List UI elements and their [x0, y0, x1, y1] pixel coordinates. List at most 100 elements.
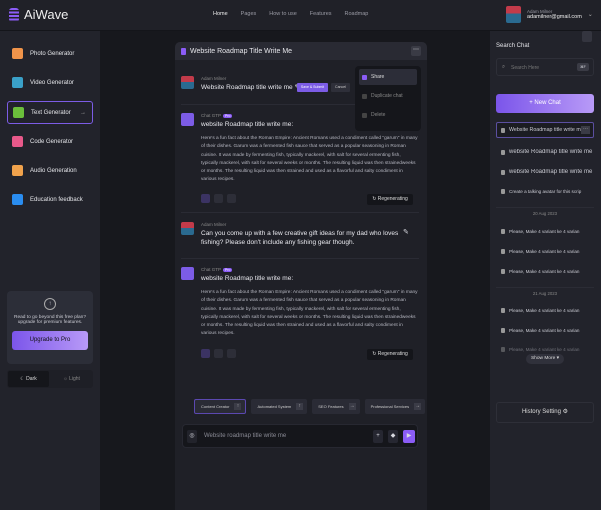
tool-text-generator[interactable]: Text Generator → [7, 101, 93, 124]
history-item-active[interactable]: Website Roadmap title write me ⋯ [496, 122, 594, 138]
text-icon [13, 107, 24, 118]
reply-actions [201, 349, 236, 358]
menu-delete[interactable]: Delete [359, 107, 417, 123]
copy-icon[interactable] [227, 194, 236, 203]
user-menu[interactable]: Adam Milner adamilner@gmail.com ⌄ [506, 6, 593, 23]
menu-share[interactable]: Share [359, 69, 417, 85]
theme-toggle: ☾ Dark ☼ Light [7, 370, 93, 388]
history-item[interactable]: Please, Make 4 variant ke 4 varian [496, 328, 594, 333]
upgrade-button[interactable]: Upgrade to Pro [12, 331, 88, 350]
save-submit-button[interactable]: Save & Submit [297, 83, 328, 92]
suggestion-chips: Content Creator ↑ Automated System ↑ SEO F… [194, 399, 426, 414]
upgrade-text: Read to go beyond this free plan? upgrad… [13, 315, 86, 325]
chat-input[interactable]: Website roadmap title write me [204, 433, 287, 439]
idea-icon[interactable] [214, 194, 223, 203]
chevron-down-icon: ⌄ [587, 12, 593, 18]
pro-badge: Pro [223, 268, 233, 272]
history-item[interactable]: Please, Make 4 variant ke 4 varian [496, 229, 594, 234]
history-item[interactable]: Please, Make 4 variant ke 4 varian [496, 269, 594, 274]
chip-content-creator[interactable]: Content Creator ↑ [194, 399, 247, 414]
history-item[interactable]: website Roadmap title write me [496, 169, 594, 175]
pro-badge: Pro [223, 114, 233, 118]
arrow-up-icon: ↑ [234, 403, 242, 410]
divider [181, 104, 419, 105]
upgrade-card: ↑ Read to go beyond this free plan? upgr… [7, 291, 93, 364]
history-item[interactable]: website Roadmap title write me [496, 149, 594, 155]
send-button[interactable]: ▶ [403, 430, 415, 443]
reply-body: Here's a fun fact about the Roman Empire… [201, 136, 418, 183]
nav-pages[interactable]: Pages [240, 11, 257, 17]
video-icon [12, 77, 23, 88]
cancel-button[interactable]: Cancel [331, 83, 350, 92]
like-icon[interactable] [201, 194, 210, 203]
collapse-sidebar-button[interactable] [582, 31, 592, 42]
bot-avatar [181, 113, 194, 126]
chat-title: Website Roadmap Title Write Me [190, 47, 293, 55]
bot-avatar [181, 267, 194, 280]
document-icon [501, 308, 505, 313]
nav-how-to-use[interactable]: How to use [269, 11, 297, 17]
search-input[interactable]: ⌕ Search Here ⌘F [496, 58, 594, 76]
tool-photo-generator[interactable]: Photo Generator [7, 42, 93, 65]
trophy-icon [12, 194, 23, 205]
avatar [506, 6, 521, 23]
photo-icon [12, 48, 23, 59]
bot-reply: Chat GTP Pro website Roadmap title write … [181, 267, 419, 367]
nav-roadmap[interactable]: Roadmap [344, 11, 369, 17]
microphone-icon[interactable]: ◆ [388, 430, 398, 443]
add-button[interactable]: + [373, 430, 383, 443]
more-options-button[interactable]: ⋯ [411, 46, 421, 56]
chip-professional-services[interactable]: Professional Services → [364, 399, 426, 414]
tool-code-generator[interactable]: Code Generator [7, 130, 93, 153]
user-name: Adam Milner [527, 9, 553, 14]
show-more-button[interactable]: Show More ▾ [526, 354, 564, 364]
copy-icon[interactable] [227, 349, 236, 358]
document-icon [501, 347, 505, 352]
tool-video-generator[interactable]: Video Generator [7, 71, 93, 94]
like-icon[interactable] [201, 349, 210, 358]
right-sidebar: Search Chat ⌕ Search Here ⌘F + New Chat … [490, 31, 601, 510]
document-icon [501, 328, 505, 333]
menu-duplicate-chat[interactable]: Duplicate chat [359, 88, 417, 104]
light-mode-button[interactable]: ☼ Light [63, 376, 80, 382]
more-options-button[interactable]: ⋯ [581, 126, 590, 134]
tool-audio-generation[interactable]: Audio Generation [7, 159, 93, 182]
arrow-right-icon: → [80, 109, 86, 116]
document-icon [501, 229, 505, 234]
chip-automated-system[interactable]: Automated System ↑ [251, 399, 308, 414]
search-icon: ⌕ [502, 64, 506, 70]
history-setting-button[interactable]: History Setting ⚙ [496, 402, 594, 423]
chip-seo-features[interactable]: SEO Features → [312, 399, 360, 414]
dark-mode-button[interactable]: ☾ Dark [8, 371, 49, 387]
document-icon [501, 189, 505, 194]
left-sidebar: Photo Generator Video Generator Text Gen… [0, 31, 100, 510]
divider [181, 258, 419, 259]
document-icon [501, 169, 505, 175]
tool-education-feedback[interactable]: Education feedback [7, 188, 93, 211]
reply-actions [201, 194, 236, 203]
reply-body: Here's a fun fact about the Roman Empire… [201, 290, 418, 337]
nav-home[interactable]: Home [213, 11, 228, 17]
regenerate-button[interactable]: ↻ Regenerating [367, 349, 413, 360]
nav-features[interactable]: Features [309, 11, 332, 17]
history-item[interactable]: Please, Make 4 variant ke 4 varian [496, 308, 594, 313]
avatar [181, 222, 194, 235]
share-icon [362, 74, 367, 80]
top-header: AiWave Home Pages How to use Features Ro… [0, 0, 601, 31]
logo[interactable]: AiWave [9, 7, 68, 22]
history-item[interactable]: Please, Make 4 variant ke 4 varian [496, 347, 594, 352]
main-nav: Home Pages How to use Features Roadmap [213, 11, 368, 17]
history-item[interactable]: Please, Make 4 variant ke 4 varian [496, 249, 594, 254]
logo-icon [9, 7, 19, 22]
regenerate-button[interactable]: ↻ Regenerating [367, 194, 413, 205]
divider [181, 212, 419, 213]
history-item[interactable]: Create a talking avatar for this scrip [496, 189, 594, 194]
user-email: adamilner@gmail.com [527, 14, 582, 20]
chat-input-bar: ◎ Website roadmap title write me + ◆ ▶ [182, 424, 418, 448]
edit-icon[interactable]: ✎ [403, 229, 409, 236]
idea-icon[interactable] [214, 349, 223, 358]
bot-reply: Chat GTP Pro website Roadmap title write … [181, 113, 419, 213]
document-icon [501, 249, 505, 254]
arrow-up-icon: ↑ [44, 298, 56, 310]
new-chat-button[interactable]: + New Chat [496, 94, 594, 113]
